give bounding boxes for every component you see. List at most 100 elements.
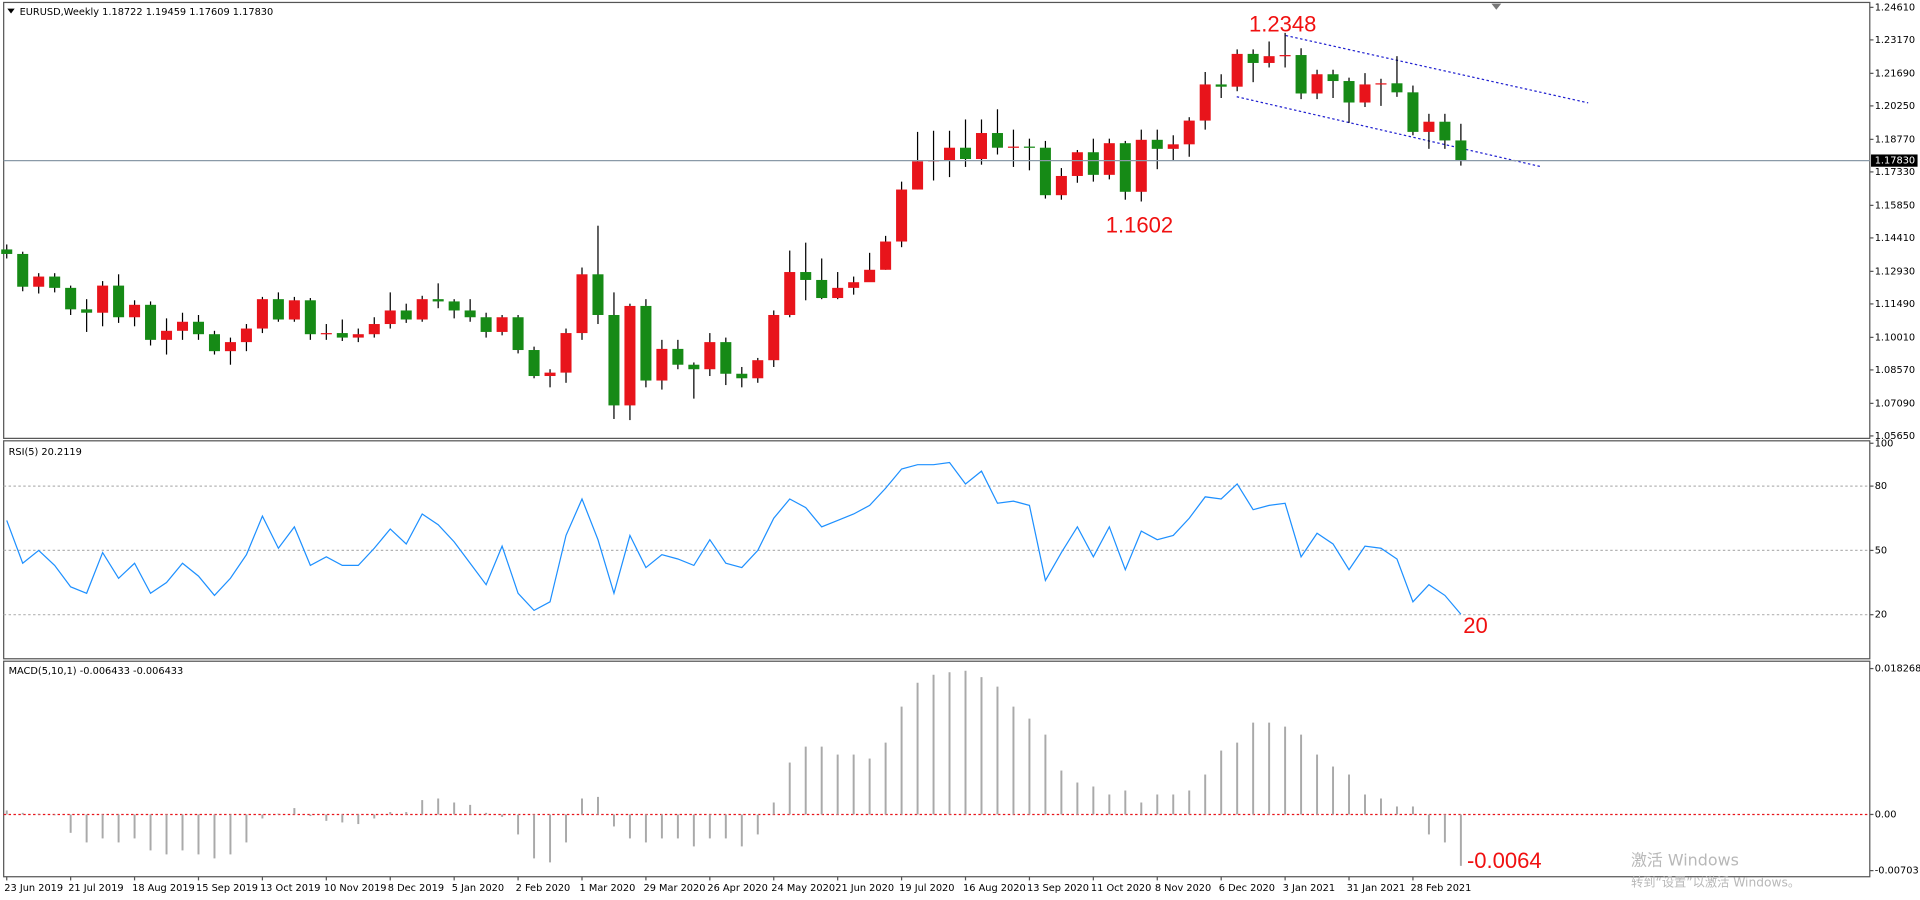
candle-body: [1279, 55, 1291, 57]
candle-body: [768, 314, 780, 361]
channel-line: [1236, 96, 1541, 168]
candle-body: [416, 299, 428, 320]
x-tick-label: 26 Apr 2020: [707, 883, 767, 894]
y-tick-label: 1.05650: [1875, 431, 1915, 442]
candle-body: [784, 272, 796, 315]
candle-body: [1407, 92, 1419, 132]
watermark: 转到“设置”以激活 Windows。: [1631, 874, 1800, 889]
y-tick-label: -0.00703: [1875, 866, 1919, 877]
candle-body: [208, 334, 220, 352]
candle-body: [848, 282, 860, 288]
candle-body: [640, 305, 652, 381]
candle-body: [480, 317, 492, 332]
candle-body: [192, 321, 204, 335]
candle-body: [304, 300, 316, 335]
candle-body: [1087, 152, 1099, 175]
candle-body: [464, 310, 476, 318]
shift-marker: [1491, 3, 1502, 10]
bid-label-box: [1871, 154, 1918, 167]
candle-body: [816, 279, 828, 299]
candle-body: [1343, 81, 1355, 103]
y-tick-label: 0.00: [1875, 809, 1897, 820]
candle-body: [975, 133, 987, 160]
y-tick-label: 1.11490: [1875, 299, 1915, 310]
rsi-panel: [3, 440, 1871, 660]
candle-body: [1167, 144, 1179, 149]
candle-body: [991, 133, 1003, 148]
rsi-line: [6, 461, 1462, 615]
candle-body: [272, 299, 284, 320]
annotation: 1.2348: [1249, 12, 1316, 37]
candle-body: [1231, 53, 1243, 87]
y-tick-label: 1.12930: [1875, 266, 1915, 277]
candle-body: [161, 330, 173, 340]
candle-body: [368, 324, 380, 335]
candle-body: [17, 253, 29, 287]
candle-body: [1359, 84, 1371, 103]
candle-body: [624, 305, 636, 406]
candle-body: [1183, 120, 1195, 145]
x-tick-label: 8 Dec 2019: [388, 883, 444, 894]
candle-body: [864, 269, 876, 283]
macd-panel: [3, 660, 1871, 878]
channel-line: [1285, 34, 1589, 104]
y-tick-label: 1.23170: [1875, 35, 1915, 46]
y-tick-label: 1.14410: [1875, 233, 1915, 244]
y-tick-label: 0.018268: [1875, 664, 1920, 675]
y-tick-label: 1.15850: [1875, 200, 1915, 211]
candle-body: [352, 334, 364, 338]
candle-body: [432, 299, 444, 302]
candle-body: [592, 274, 604, 315]
menu-triangle[interactable]: [7, 8, 15, 14]
y-tick-label: 1.21690: [1875, 68, 1915, 79]
candle-body: [576, 274, 588, 334]
x-tick-label: 18 Aug 2019: [132, 883, 195, 894]
y-tick-label: 1.17330: [1875, 167, 1915, 178]
candle-body: [1375, 83, 1387, 85]
x-tick-label: 3 Jan 2021: [1283, 883, 1335, 894]
candle-body: [81, 309, 93, 313]
candle-body: [1135, 139, 1147, 192]
candle-body: [1, 249, 13, 254]
candle-body: [1215, 84, 1227, 87]
candle-body: [336, 333, 348, 338]
x-tick-label: 23 Jun 2019: [4, 883, 63, 894]
y-tick-label: 1.08570: [1875, 365, 1915, 376]
price-panel: [3, 1, 1871, 439]
x-tick-label: 21 Jul 2019: [68, 883, 123, 894]
candle-body: [65, 287, 77, 310]
candle-body: [240, 328, 252, 343]
candle-body: [1439, 121, 1451, 141]
candle-body: [448, 301, 460, 311]
candle-body: [944, 147, 956, 161]
candle-body: [608, 314, 620, 406]
candle-body: [1247, 53, 1259, 63]
chart-title: EURUSD,Weekly 1.18722 1.19459 1.17609 1.…: [20, 7, 274, 18]
candle-body: [145, 304, 157, 340]
candle-body: [1311, 74, 1323, 94]
candle-body: [1007, 146, 1019, 148]
candle-body: [1199, 84, 1211, 121]
candle-body: [672, 348, 684, 365]
candle-body: [1391, 83, 1403, 93]
x-tick-label: 1 Mar 2020: [580, 883, 636, 894]
x-tick-label: 10 Nov 2019: [324, 883, 387, 894]
candle-body: [912, 161, 924, 190]
candle-body: [113, 285, 125, 318]
candle-body: [688, 364, 700, 370]
candle-body: [1055, 175, 1067, 196]
candle-body: [752, 360, 764, 379]
x-tick-label: 2 Feb 2020: [516, 883, 571, 894]
candle-body: [880, 241, 892, 270]
candle-body: [288, 300, 300, 320]
candle-body: [528, 350, 540, 377]
candle-body: [1103, 143, 1115, 175]
x-tick-label: 31 Jan 2021: [1347, 883, 1406, 894]
candle-body: [1455, 140, 1467, 161]
candle-body: [560, 333, 572, 373]
candle-body: [832, 287, 844, 299]
bid-label: 1.17830: [1875, 156, 1915, 167]
annotation: 1.1602: [1106, 212, 1173, 237]
